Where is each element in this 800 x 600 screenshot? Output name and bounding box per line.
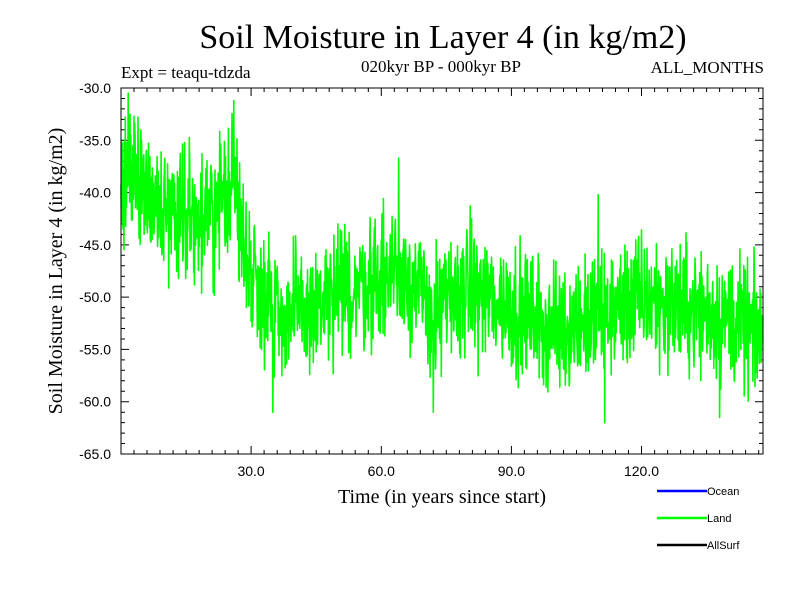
y-tick-label: -35.0 [79, 132, 111, 148]
y-tick-label: -50.0 [79, 289, 111, 305]
legend-label-ocean: Ocean [707, 486, 739, 498]
y-tick-label: -65.0 [79, 446, 111, 462]
chart-title: Soil Moisture in Layer 4 (in kg/m2) [199, 19, 686, 56]
experiment-label: Expt = teaqu-tdzda [121, 63, 251, 82]
y-tick-label: -45.0 [79, 237, 111, 253]
legend-label-land: Land [707, 513, 731, 525]
y-tick-label: -55.0 [79, 341, 111, 357]
y-tick-labels: -30.0 -35.0 -40.0 -45.0 -50.0 -55.0 -60.0 -65.0 [79, 80, 111, 462]
plot-frame [120, 87, 764, 455]
y-tick-label: -30.0 [79, 80, 111, 96]
y-axis-label: Soil Moisture in Layer 4 (in kg/m2) [45, 128, 67, 415]
months-label: ALL_MONTHS [651, 58, 764, 77]
x-tick-label: 60.0 [368, 463, 395, 479]
y-tick-label: -40.0 [79, 185, 111, 201]
period-label: 020kyr BP - 000kyr BP [361, 57, 521, 76]
data-series [120, 92, 764, 424]
x-axis-label: Time (in years since start) [338, 486, 546, 508]
legend-label-allsurf: AllSurf [707, 540, 740, 552]
y-tick-label: -60.0 [79, 394, 111, 410]
x-tick-label: 120.0 [624, 463, 659, 479]
series-line-land [120, 92, 764, 424]
x-tick-label: 30.0 [237, 463, 264, 479]
x-tick-labels: 30.0 60.0 90.0 120.0 [237, 463, 659, 479]
x-tick-label: 90.0 [498, 463, 525, 479]
legend: Ocean Land AllSurf [657, 486, 740, 552]
